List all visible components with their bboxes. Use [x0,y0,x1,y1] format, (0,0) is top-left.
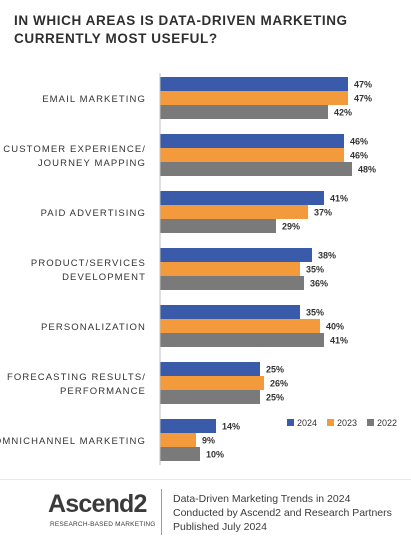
legend-label: 2023 [337,418,357,428]
bar-2023 [160,148,344,162]
bar-2024 [160,77,348,91]
category-label: PERFORMANCE [60,386,146,397]
data-label: 14% [222,422,240,432]
data-label: 10% [206,450,224,460]
bar-2024 [160,248,312,262]
data-label: 26% [270,379,288,389]
credit-line-title: Data-Driven Marketing Trends in 2024 [173,493,351,505]
legend-swatch-2024 [287,419,294,426]
credit-line-conducted: Conducted by Ascend2 and Research Partne… [173,507,392,519]
legend-swatch-2023 [327,419,334,426]
data-label: 41% [330,336,348,346]
chart-title: IN WHICH AREAS IS DATA-DRIVEN MARKETING … [14,12,404,48]
ascend2-logo: Ascend2 RESEARCH-BASED MARKETING [48,490,160,534]
data-label: 46% [350,137,368,147]
data-label: 35% [306,265,324,275]
bar-2023 [160,205,308,219]
data-label: 40% [326,322,344,332]
bar-2022 [160,390,260,404]
bar-2022 [160,447,200,461]
bar-2024 [160,134,344,148]
category-label: PRODUCT/SERVICES [31,258,146,269]
credit-line-published: Published July 2024 [173,521,267,533]
data-label: 35% [306,308,324,318]
footer-separator [161,489,162,535]
bar-2024 [160,362,260,376]
bar-2022 [160,333,324,347]
chart-title-line-1: IN WHICH AREAS IS DATA-DRIVEN MARKETING [14,13,348,28]
bar-2023 [160,319,320,333]
data-label: 38% [318,251,336,261]
bar-2022 [160,162,352,176]
category-label: PERSONALIZATION [41,322,146,333]
category-label: DEVELOPMENT [62,272,146,283]
bar-2022 [160,276,304,290]
category-label: JOURNEY MAPPING [38,158,146,169]
logo-wordmark: Ascend2 [48,490,147,518]
footer-divider [0,479,411,480]
bar-2022 [160,105,328,119]
bar-2023 [160,376,264,390]
chart-title-line-2: CURRENTLY MOST USEFUL? [14,31,218,46]
data-label: 42% [334,108,352,118]
data-label: 48% [358,165,376,175]
data-label: 25% [266,393,284,403]
bar-2022 [160,219,276,233]
data-label: 37% [314,208,332,218]
category-label: CUSTOMER EXPERIENCE/ [3,144,146,155]
category-label: PAID ADVERTISING [41,208,146,219]
bar-2023 [160,262,300,276]
data-label: 41% [330,194,348,204]
bar-2024 [160,305,300,319]
legend-swatch-2022 [367,419,374,426]
legend-label: 2022 [377,418,397,428]
data-label: 29% [282,222,300,232]
footer-credits: Data-Driven Marketing Trends in 2024 Con… [173,492,392,534]
category-label: OMNICHANNEL MARKETING [0,436,146,447]
data-label: 47% [354,80,372,90]
data-label: 36% [310,279,328,289]
legend-label: 2024 [297,418,317,428]
logo-tagline: RESEARCH-BASED MARKETING [50,521,156,528]
bar-2023 [160,91,348,105]
bar-2023 [160,433,196,447]
category-label: EMAIL MARKETING [42,94,146,105]
data-label: 9% [202,436,215,446]
data-label: 47% [354,94,372,104]
data-label: 25% [266,365,284,375]
data-label: 46% [350,151,368,161]
bar-2024 [160,419,216,433]
category-label: FORECASTING RESULTS/ [7,372,146,383]
bar-2024 [160,191,324,205]
